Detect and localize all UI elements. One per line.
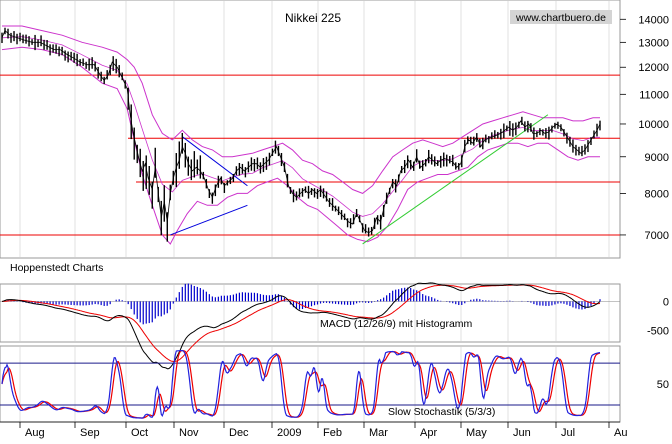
horizontal-levels xyxy=(0,74,620,236)
trendline-blue xyxy=(170,204,248,236)
x-axis-labels: Aug Sep Oct Nov Dec 2009 Feb Mar Apr May Jun Jul Au xyxy=(0,421,627,439)
y-tick-label: 10000 xyxy=(638,119,669,131)
y-tick-label: 7000 xyxy=(645,230,669,242)
y-tick-label: 12000 xyxy=(638,62,669,74)
macd-panel-frame xyxy=(0,283,621,343)
trendline-blue xyxy=(182,136,248,187)
y-tick-label: 14000 xyxy=(638,14,669,26)
x-tick-label: 2009 xyxy=(277,427,301,439)
x-tick-label: Jul xyxy=(561,427,575,439)
x-tick-label: Jun xyxy=(513,427,531,439)
price-close-line xyxy=(1,29,601,234)
trendline-green xyxy=(362,114,549,245)
macd-line xyxy=(1,282,601,370)
price-series xyxy=(1,27,601,242)
stochastic-indicator xyxy=(0,349,620,419)
chart-title: Nikkei 225 xyxy=(285,11,341,25)
macd-label: MACD (12/26/9) mit Histogramm xyxy=(320,318,473,330)
y-tick-label: 11000 xyxy=(639,89,669,101)
watermark-text: www.chartbuero.de xyxy=(515,12,606,24)
watermark-background xyxy=(510,10,612,24)
y-tick-label: 13000 xyxy=(638,37,669,49)
y-axis-labels: 14000 13000 12000 11000 10000 9000 8000 7000 0 -5… xyxy=(620,14,669,391)
stoch-label: Slow Stochastik (5/3/3) xyxy=(388,406,495,418)
macd-indicator xyxy=(0,282,620,370)
stoch-d-line xyxy=(1,350,601,419)
x-tick-label: Oct xyxy=(131,427,148,439)
macd-tick-label: -500 xyxy=(647,325,669,337)
bollinger-upper xyxy=(2,25,600,194)
x-tick-label: Feb xyxy=(323,427,342,439)
y-tick-label: 9000 xyxy=(645,152,669,164)
x-tick-label: Sep xyxy=(80,427,100,439)
x-tick-label: Nov xyxy=(179,427,199,439)
x-tick-label: Apr xyxy=(420,427,437,439)
y-tick-label: 8000 xyxy=(645,188,669,200)
x-tick-label: Dec xyxy=(229,427,249,439)
stoch-k-line xyxy=(1,349,601,419)
x-tick-label: Mar xyxy=(369,427,388,439)
x-tick-label: Aug xyxy=(25,427,45,439)
price-panel-frame xyxy=(0,0,621,259)
x-tick-label: Au xyxy=(614,427,627,439)
macd-tick-label: 0 xyxy=(663,296,669,308)
stoch-tick-label: 50 xyxy=(657,379,669,391)
credit-label: Hoppenstedt Charts xyxy=(10,262,103,274)
trendlines xyxy=(170,114,549,245)
bollinger-middle xyxy=(1,36,600,217)
x-tick-label: May xyxy=(466,427,487,439)
